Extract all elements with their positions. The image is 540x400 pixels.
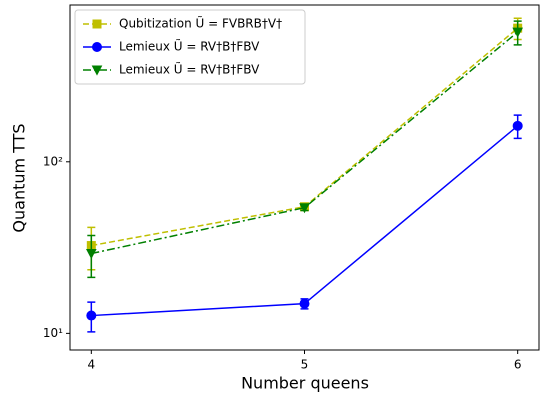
- legend-label: Qubitization Ũ = FVBRB†V†: [119, 16, 282, 31]
- marker: [85, 249, 97, 260]
- marker: [512, 120, 523, 131]
- marker: [91, 65, 103, 76]
- legend-box: [74, 9, 306, 85]
- marker: [299, 298, 310, 309]
- y-tick-label: 10¹: [43, 326, 63, 340]
- legend-label: Lemieux Ũ = RV†B†FBV: [119, 39, 260, 54]
- series-line: [91, 125, 519, 317]
- marker: [92, 19, 102, 29]
- y-tick-label: 10²: [43, 154, 63, 168]
- marker: [512, 27, 524, 38]
- marker: [92, 42, 102, 52]
- x-tick-label: 5: [301, 358, 309, 372]
- marker: [299, 203, 310, 214]
- marker: [86, 310, 97, 321]
- y-axis-label: Quantum TTS: [10, 123, 29, 232]
- x-axis-label: Number queens: [241, 374, 369, 393]
- legend-label: Lemieux Ũ = RV†B†FBV: [119, 62, 260, 77]
- series-line: [91, 31, 519, 255]
- x-tick-label: 6: [514, 358, 522, 372]
- x-tick-label: 4: [87, 358, 95, 372]
